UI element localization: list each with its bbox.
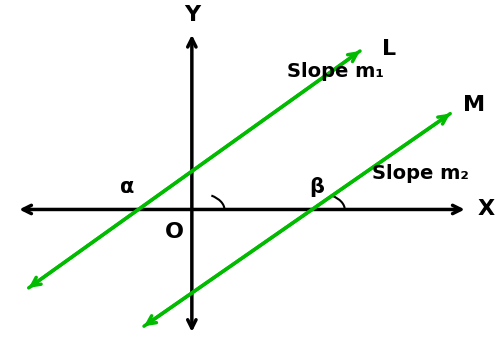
- Text: Slope m₁: Slope m₁: [287, 62, 384, 81]
- Text: β: β: [309, 177, 325, 197]
- Text: X: X: [478, 200, 494, 220]
- Text: Slope m₂: Slope m₂: [372, 164, 469, 183]
- Text: Y: Y: [184, 5, 200, 25]
- Text: O: O: [165, 222, 184, 242]
- Text: α: α: [119, 177, 134, 197]
- Text: L: L: [383, 39, 397, 59]
- Text: M: M: [463, 95, 485, 115]
